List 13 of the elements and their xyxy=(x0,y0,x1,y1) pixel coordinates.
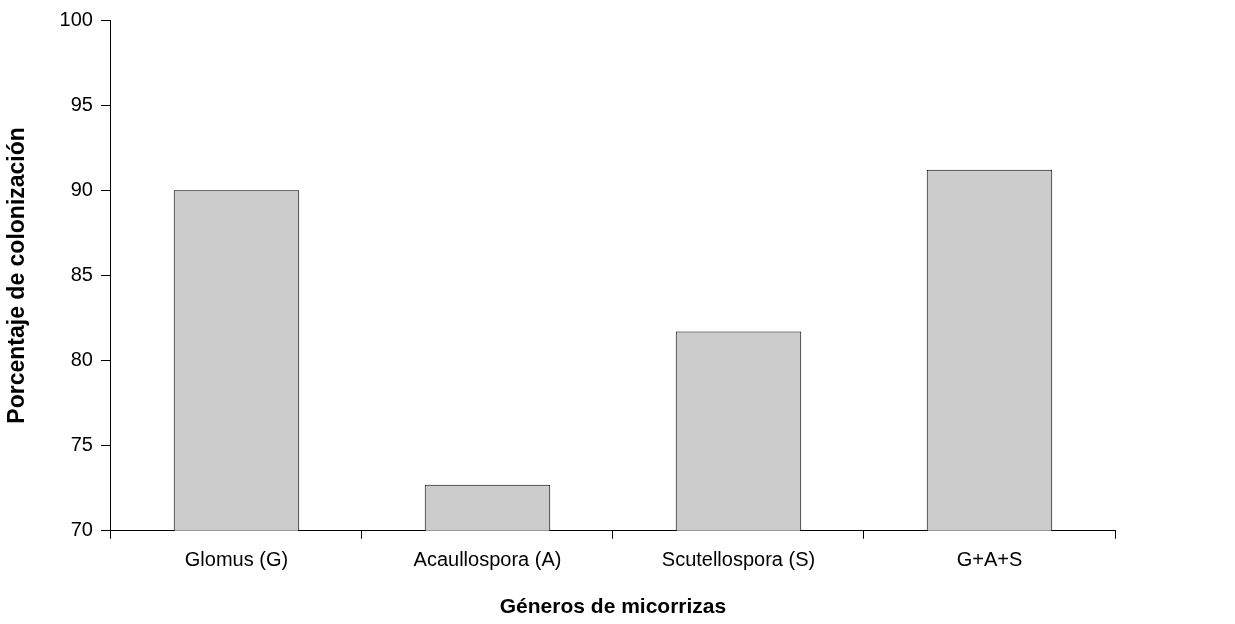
y-tick-label: 80 xyxy=(70,348,93,371)
y-tick-label: 70 xyxy=(70,518,93,541)
y-tick-label: 95 xyxy=(70,92,93,115)
y-tick-label: 85 xyxy=(70,262,93,285)
x-axis-title: Géneros de micorrizas xyxy=(499,594,727,618)
x-tick-label: Glomus (G) xyxy=(184,548,289,571)
y-tick-label: 90 xyxy=(70,177,93,200)
y-axis-title: Porcentaje de colonización xyxy=(3,127,30,424)
x-tick-label: Acaullospora (A) xyxy=(413,548,562,571)
x-tick-label: G+A+S xyxy=(956,548,1023,571)
x-tick-label: Scutellospora (S) xyxy=(661,548,816,571)
y-tick-label: 100 xyxy=(59,7,93,30)
y-tick-label: 75 xyxy=(70,433,93,456)
